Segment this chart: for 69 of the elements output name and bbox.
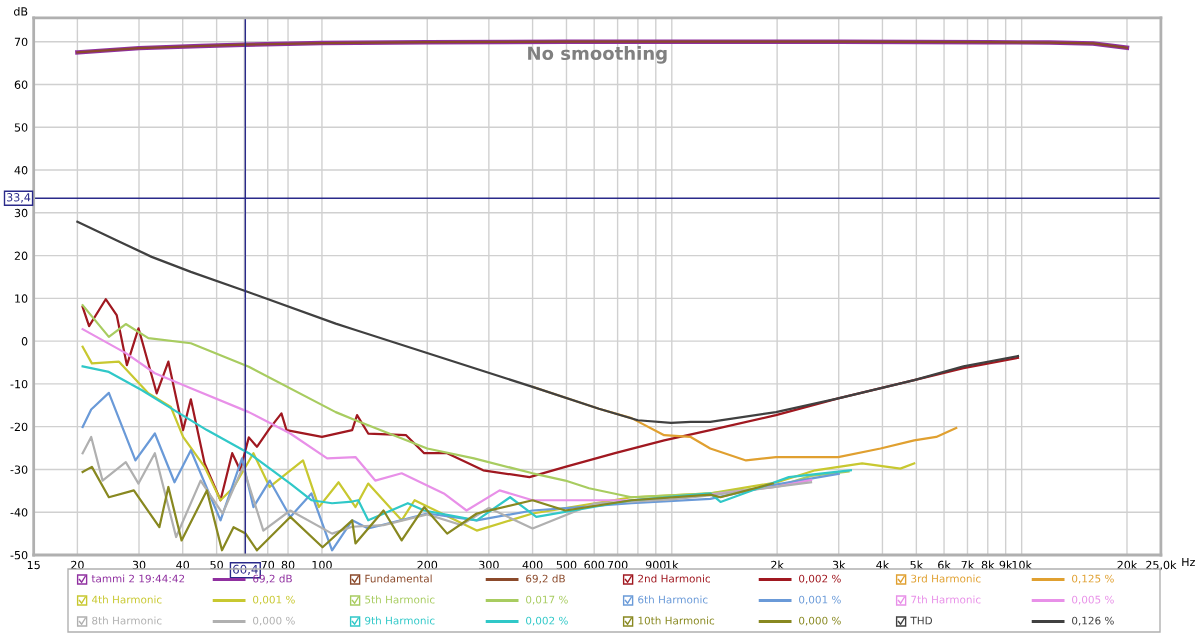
y-tick-label: 0 [21,337,28,346]
y-tick-label: 70 [14,37,28,47]
text: 69,2 dB [253,574,292,584]
x-tick-label: 30 [132,560,146,570]
x-tick-label: 500 [556,560,577,570]
text: 0,126 % [1072,616,1114,626]
x-tick-label: 7k [961,560,975,569]
y-tick-label: 40 [14,166,28,175]
legend-label: 9th Harmonic [365,616,435,625]
text: No smoothing [528,46,667,64]
y-tick-label: -20 [10,422,28,432]
text: 0,000 % [253,616,295,626]
x-tick-label: 6k [938,560,951,570]
legend-label: Fundamental [365,574,432,583]
x-tick-label: 2k [771,560,784,569]
x-tick-label: 200 [417,560,438,570]
y-tick-label: -10 [10,379,28,389]
x-tick-label: 4k [876,560,890,569]
x-tick-label: 400 [522,560,543,570]
legend-label: 5th Harmonic [365,595,435,604]
text: 0,017 % [526,595,568,605]
legend-label: 10th Harmonic [638,616,715,625]
x-tick-label: 80 [281,560,295,570]
y-tick-label: -50 [10,550,28,560]
text: 0,001 % [253,595,295,605]
legend-label: 3rd Harmonic [911,574,981,583]
legend-label: THD [910,616,933,625]
x-tick-label: 20 [71,560,84,570]
x-tick-label: 25,0k [1146,560,1177,571]
x-tick-label: 50 [210,560,223,570]
legend-label: tammi 2 19:44:42 [91,574,185,583]
y-tick-label: 50 [14,123,28,132]
x-tick-label: 100 [312,560,332,570]
y-tick-label: -30 [10,465,28,474]
x-tick-label: 300 [479,560,499,570]
x-tick-label: 70 [261,560,275,570]
y-axis-title: dB [13,7,28,16]
legend-label: 8th Harmonic [92,616,162,625]
text: 0,125 % [1072,574,1114,584]
x-tick-label: 900 [645,560,666,570]
text: 69,2 dB [526,574,565,584]
legend-label: 2nd Harmonic [638,574,710,583]
legend-label: 4th Harmonic [91,595,162,604]
x-tick-label: 600 [584,560,605,570]
text: 0,005 % [1072,595,1114,605]
ref-line-label: 60,4 [233,564,258,575]
y-tick-label: 10 [15,294,28,303]
x-tick-label: 40 [176,560,190,570]
text: 0,000 % [799,616,841,626]
y-tick-label: 20 [14,251,28,260]
x-tick-label: 3k [832,560,846,570]
legend-label: 7th Harmonic [911,595,981,604]
legend-label: 6th Harmonic [638,595,708,604]
text: 0,002 % [799,574,841,584]
text: 0,002 % [526,616,568,626]
x-tick-label: 700 [607,560,628,570]
x-tick-label: 9k [999,560,1013,570]
y-tick-label: 60 [14,80,28,89]
x-tick-label: 20k [1117,560,1138,570]
x-tick-label: 8k [981,560,995,570]
y-tick-label: -40 [10,508,28,517]
x-tick-label: 10k [1012,560,1032,570]
y-tick-label: 30 [14,208,28,218]
x-tick-label: 1k [666,560,679,569]
text: 0,001 % [799,595,841,605]
x-tick-label: 5k [910,560,924,570]
x-axis-title: Hz [1182,558,1195,567]
ref-line-label: 33,4 [7,193,31,203]
x-tick-label: 15 [27,560,40,570]
